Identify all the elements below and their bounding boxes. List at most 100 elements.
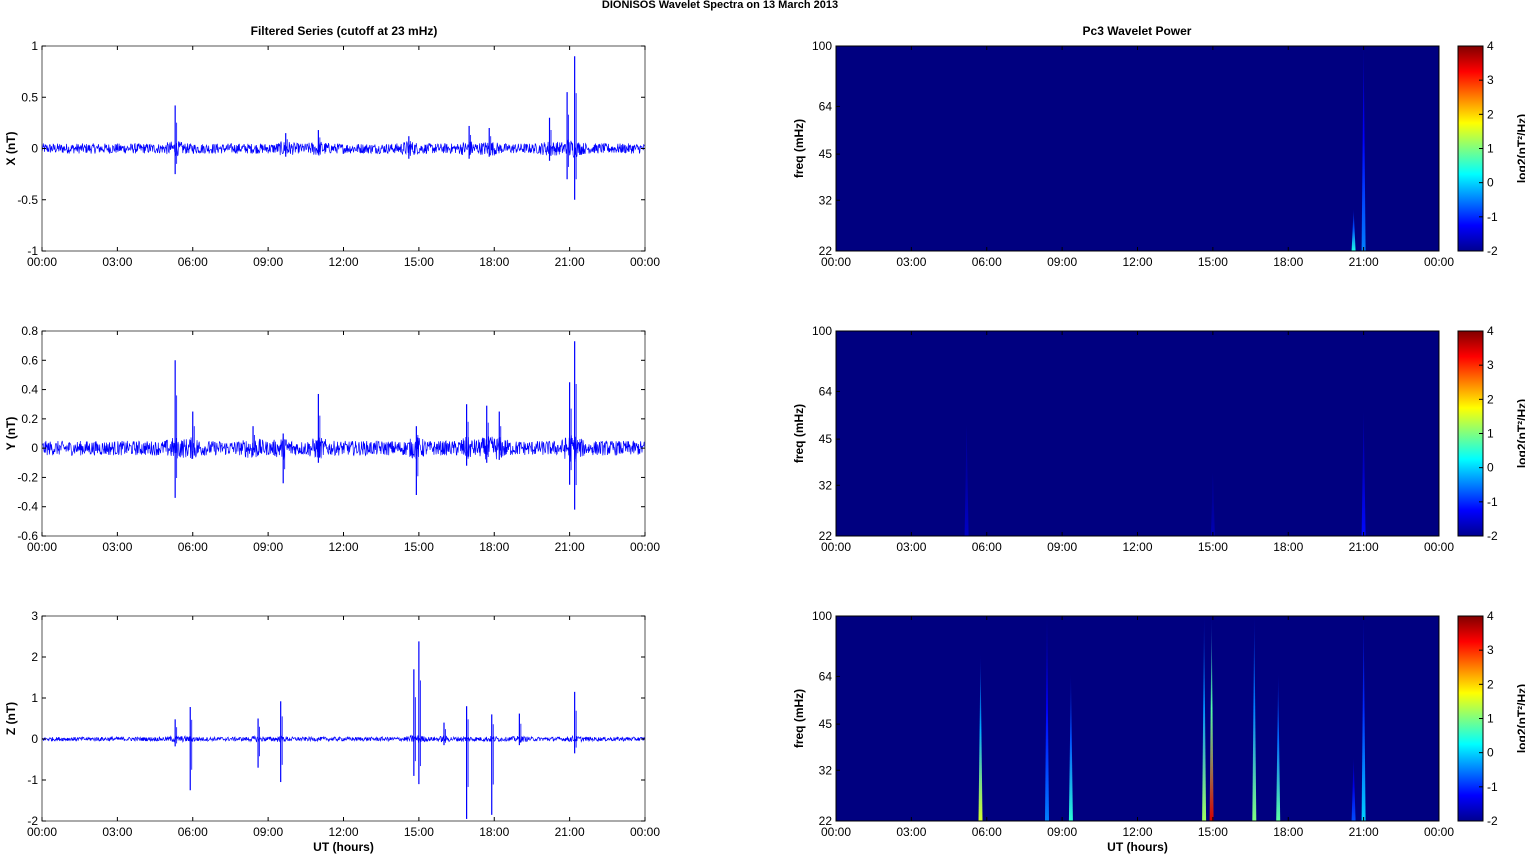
x-tick-label: 15:00 xyxy=(1198,825,1228,839)
x-tick-label: 03:00 xyxy=(102,825,132,839)
colorbar-tick-label: -1 xyxy=(1487,495,1498,509)
x-tick-label: 06:00 xyxy=(972,255,1002,269)
x-tick-label: 00:00 xyxy=(27,540,57,554)
x-tick-label: 09:00 xyxy=(253,255,283,269)
x-tick-label: 12:00 xyxy=(328,540,358,554)
x-tick-label: 15:00 xyxy=(1198,255,1228,269)
x-tick-label: 06:00 xyxy=(178,540,208,554)
y-tick-label: 1 xyxy=(31,39,38,53)
y-tick-label: 0 xyxy=(31,142,38,156)
signal-trace xyxy=(41,435,646,462)
y-tick-label: 64 xyxy=(819,384,833,398)
colorbar-tick-label: -1 xyxy=(1487,780,1498,794)
y-tick-label: 64 xyxy=(819,99,833,113)
x-tick-label: 21:00 xyxy=(1349,255,1379,269)
y-tick-label: 0.4 xyxy=(21,383,38,397)
colorbar-label: log2(nT²/Hz) xyxy=(1515,684,1525,753)
colorbar-tick-label: 1 xyxy=(1487,427,1494,441)
colorbar-tick-label: 4 xyxy=(1487,324,1494,338)
colorbar xyxy=(1457,45,1484,252)
colorbar-tick-label: -2 xyxy=(1487,244,1498,258)
y-tick-label: -1 xyxy=(27,773,38,787)
x-axis-label: UT (hours) xyxy=(1107,840,1168,854)
x-tick-label: 06:00 xyxy=(972,825,1002,839)
x-tick-label: 18:00 xyxy=(1273,255,1303,269)
wavelet-streak xyxy=(1361,616,1366,821)
x-tick-label: 12:00 xyxy=(1122,255,1152,269)
x-tick-label: 09:00 xyxy=(1047,825,1077,839)
y-axis-label: X (nT) xyxy=(4,132,18,166)
y-tick-label: 0 xyxy=(31,441,38,455)
plot-area: 1 0.5 0 -0.5 -1 00:00 03:00 06:00 09:00 12:00 15:0… xyxy=(4,39,1525,854)
x-tick-label: 12:00 xyxy=(328,825,358,839)
y-tick-label: 100 xyxy=(812,39,832,53)
colorbar-tick-label: 3 xyxy=(1487,73,1494,87)
y-axis-label: freq (mHz) xyxy=(792,689,806,748)
x-tick-label: 18:00 xyxy=(479,825,509,839)
x-tick-label: 06:00 xyxy=(972,540,1002,554)
colorbar-tick-label: 2 xyxy=(1487,677,1494,691)
x-tick-label: 18:00 xyxy=(1273,825,1303,839)
y-tick-label: 45 xyxy=(819,432,833,446)
y-tick-label: 2 xyxy=(31,650,38,664)
y-tick-label: 22 xyxy=(819,529,833,543)
y-tick-label: 0.5 xyxy=(21,90,38,104)
x-tick-label: 12:00 xyxy=(1122,825,1152,839)
x-tick-label: 00:00 xyxy=(27,825,57,839)
x-tick-label: 00:00 xyxy=(1424,825,1454,839)
x-tick-label: 03:00 xyxy=(102,540,132,554)
y-tick-label: -0.2 xyxy=(17,470,38,484)
x-tick-label: 09:00 xyxy=(253,540,283,554)
y-tick-label: 0 xyxy=(31,732,38,746)
x-tick-label: 06:00 xyxy=(178,825,208,839)
signal-trace xyxy=(41,734,646,743)
colorbar-tick-label: 2 xyxy=(1487,392,1494,406)
x-tick-label: 21:00 xyxy=(1349,540,1379,554)
x-tick-label: 00:00 xyxy=(630,825,660,839)
wavelet-streak xyxy=(1351,209,1356,251)
y-tick-label: 32 xyxy=(819,478,833,492)
y-tick-label: 0.8 xyxy=(21,324,38,338)
wavelet-streak xyxy=(1361,411,1366,536)
x-tick-label: 21:00 xyxy=(555,255,585,269)
y-tick-label: -0.5 xyxy=(17,193,38,207)
x-tick-label: 12:00 xyxy=(1122,540,1152,554)
x-tick-label: 09:00 xyxy=(1047,255,1077,269)
x-tick-label: 21:00 xyxy=(555,540,585,554)
colorbar-tick-label: 1 xyxy=(1487,712,1494,726)
wavelet-streak xyxy=(964,424,969,536)
x-tick-label: 18:00 xyxy=(1273,540,1303,554)
wavelet-streak xyxy=(1202,616,1207,821)
y-tick-label: -0.4 xyxy=(17,500,38,514)
wavelet-streak xyxy=(1209,616,1214,821)
x-axis-label: UT (hours) xyxy=(313,840,374,854)
colorbar-tick-label: -2 xyxy=(1487,529,1498,543)
wavelet-streak xyxy=(978,654,983,821)
x-tick-label: 09:00 xyxy=(1047,540,1077,554)
colorbar-tick-label: 4 xyxy=(1487,609,1494,623)
x-tick-label: 09:00 xyxy=(253,825,283,839)
y-axis-label: freq (mHz) xyxy=(792,404,806,463)
colorbar-tick-label: -2 xyxy=(1487,814,1498,828)
right-column-title: Pc3 Wavelet Power xyxy=(1083,24,1192,38)
spectrum-background xyxy=(836,616,1439,821)
wavelet-streak xyxy=(1351,758,1356,821)
y-tick-label: 32 xyxy=(819,193,833,207)
x-tick-label: 00:00 xyxy=(1424,255,1454,269)
colorbar-tick-label: -1 xyxy=(1487,210,1498,224)
spectrum-background xyxy=(836,331,1439,536)
x-tick-label: 03:00 xyxy=(102,255,132,269)
left-column-title: Filtered Series (cutoff at 23 mHz) xyxy=(251,24,438,38)
spectrum-background xyxy=(836,46,1439,251)
colorbar-tick-label: 1 xyxy=(1487,142,1494,156)
y-axis-label: Y (nT) xyxy=(4,417,18,451)
y-axis-label: Z (nT) xyxy=(4,702,18,735)
x-tick-label: 18:00 xyxy=(479,540,509,554)
wavelet-streak xyxy=(1276,674,1281,821)
x-tick-label: 03:00 xyxy=(896,540,926,554)
x-tick-label: 15:00 xyxy=(404,825,434,839)
x-tick-label: 00:00 xyxy=(821,825,851,839)
x-tick-label: 18:00 xyxy=(479,255,509,269)
